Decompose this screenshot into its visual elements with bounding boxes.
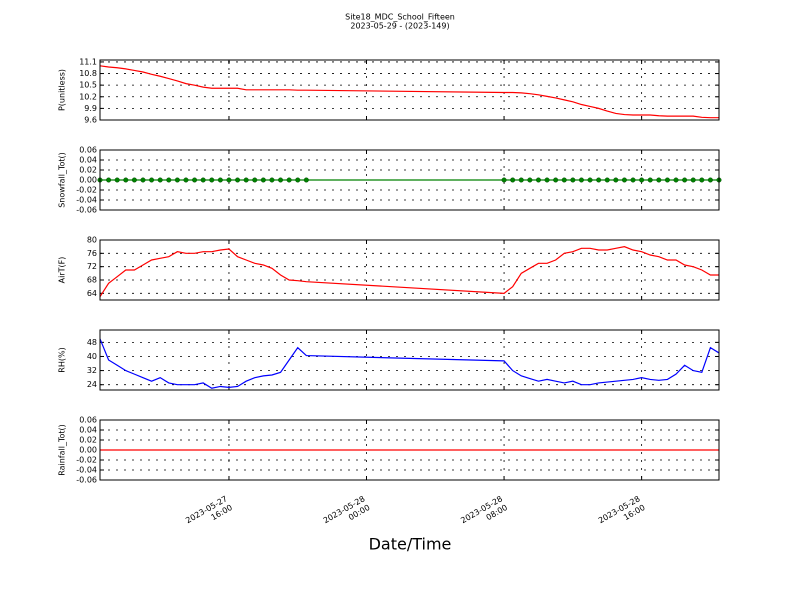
y-tick-label: 0.06 — [79, 416, 97, 425]
y-axis-label: AirT(F) — [58, 257, 67, 284]
marker — [664, 177, 670, 183]
x-tick-label: 2023-05-28 08:00 — [459, 494, 509, 534]
marker — [252, 177, 258, 183]
y-tick-label: 48 — [87, 338, 97, 347]
marker — [269, 177, 275, 183]
y-tick-label: 9.6 — [84, 116, 97, 125]
title: Site18_MDC_School_Fifteen — [345, 13, 455, 22]
y-tick-label: 76 — [87, 249, 97, 258]
series-line — [99, 65, 719, 119]
marker — [140, 177, 146, 183]
marker — [278, 177, 284, 183]
marker — [166, 177, 172, 183]
y-tick-label: 68 — [87, 276, 97, 285]
marker — [209, 177, 215, 183]
y-tick-label: 0.02 — [79, 166, 97, 175]
y-tick-label: 0.06 — [79, 146, 97, 155]
y-tick-label: 80 — [87, 236, 97, 245]
marker — [200, 177, 206, 183]
y-tick-label: 10.8 — [79, 69, 97, 78]
marker — [621, 177, 627, 183]
y-tick-label: -0.06 — [76, 476, 97, 485]
y-tick-label: 10.5 — [79, 81, 97, 90]
axes-frame — [99, 239, 720, 301]
y-tick-label: -0.04 — [76, 196, 97, 205]
y-tick-label: 0.04 — [79, 426, 97, 435]
y-tick-label: 24 — [87, 380, 97, 389]
axes-frame — [99, 329, 720, 391]
y-tick-label: 0.02 — [79, 436, 97, 445]
marker — [286, 177, 292, 183]
marker — [243, 177, 249, 183]
y-tick-label: 0.04 — [79, 156, 97, 165]
marker — [699, 177, 705, 183]
y-tick-label: 11.1 — [79, 57, 97, 66]
marker — [544, 177, 550, 183]
x-axis-label: Date/Time — [369, 535, 452, 554]
marker — [527, 177, 533, 183]
series-line — [99, 246, 719, 297]
marker — [673, 177, 679, 183]
marker — [647, 177, 653, 183]
marker — [157, 177, 163, 183]
y-tick-label: 64 — [87, 289, 97, 298]
marker — [106, 177, 112, 183]
y-tick-label: 10.2 — [79, 92, 97, 101]
marker — [553, 177, 559, 183]
marker — [226, 177, 232, 183]
x-tick-label: 2023-05-28 16:00 — [597, 494, 647, 534]
marker — [131, 177, 137, 183]
marker — [561, 177, 567, 183]
series-line — [99, 338, 720, 389]
marker — [587, 177, 593, 183]
subtitle: 2023-05-29 - (2023-149) — [350, 22, 449, 31]
marker — [303, 177, 309, 183]
marker — [260, 177, 266, 183]
marker — [217, 177, 223, 183]
marker — [235, 177, 241, 183]
marker — [123, 177, 129, 183]
y-axis-label: Rainfall_Tot() — [58, 424, 67, 476]
marker — [690, 177, 696, 183]
marker — [510, 177, 516, 183]
y-tick-label: 40 — [87, 352, 97, 361]
marker — [149, 177, 155, 183]
y-tick-label: 0.00 — [79, 176, 97, 185]
marker — [613, 177, 619, 183]
y-tick-label: 72 — [87, 262, 97, 271]
marker — [501, 177, 507, 183]
marker — [295, 177, 301, 183]
marker — [570, 177, 576, 183]
marker — [174, 177, 180, 183]
axes-frame — [99, 149, 720, 211]
marker — [639, 177, 645, 183]
marker — [578, 177, 584, 183]
y-axis-label: RH(%) — [58, 347, 67, 372]
marker — [604, 177, 610, 183]
y-axis-label: P(unitless) — [58, 69, 67, 111]
y-tick-label: 32 — [87, 366, 97, 375]
marker — [596, 177, 602, 183]
marker — [630, 177, 636, 183]
y-tick-label: 0.00 — [79, 446, 97, 455]
marker — [114, 177, 120, 183]
x-tick-label: 2023-05-28 00:00 — [321, 494, 371, 534]
x-tick-label: 2023-05-27 16:00 — [184, 494, 234, 534]
marker — [518, 177, 524, 183]
axes-frame — [99, 419, 720, 481]
marker — [682, 177, 688, 183]
marker — [183, 177, 189, 183]
marker — [656, 177, 662, 183]
y-tick-label: -0.04 — [76, 466, 97, 475]
y-tick-label: 9.9 — [84, 104, 97, 113]
y-axis-label: Snowfall_Tot() — [58, 152, 67, 208]
marker — [535, 177, 541, 183]
y-tick-label: -0.02 — [76, 186, 97, 195]
marker — [192, 177, 198, 183]
y-tick-label: -0.02 — [76, 456, 97, 465]
y-tick-label: -0.06 — [76, 206, 97, 215]
axes-frame — [99, 59, 720, 121]
marker — [707, 177, 713, 183]
